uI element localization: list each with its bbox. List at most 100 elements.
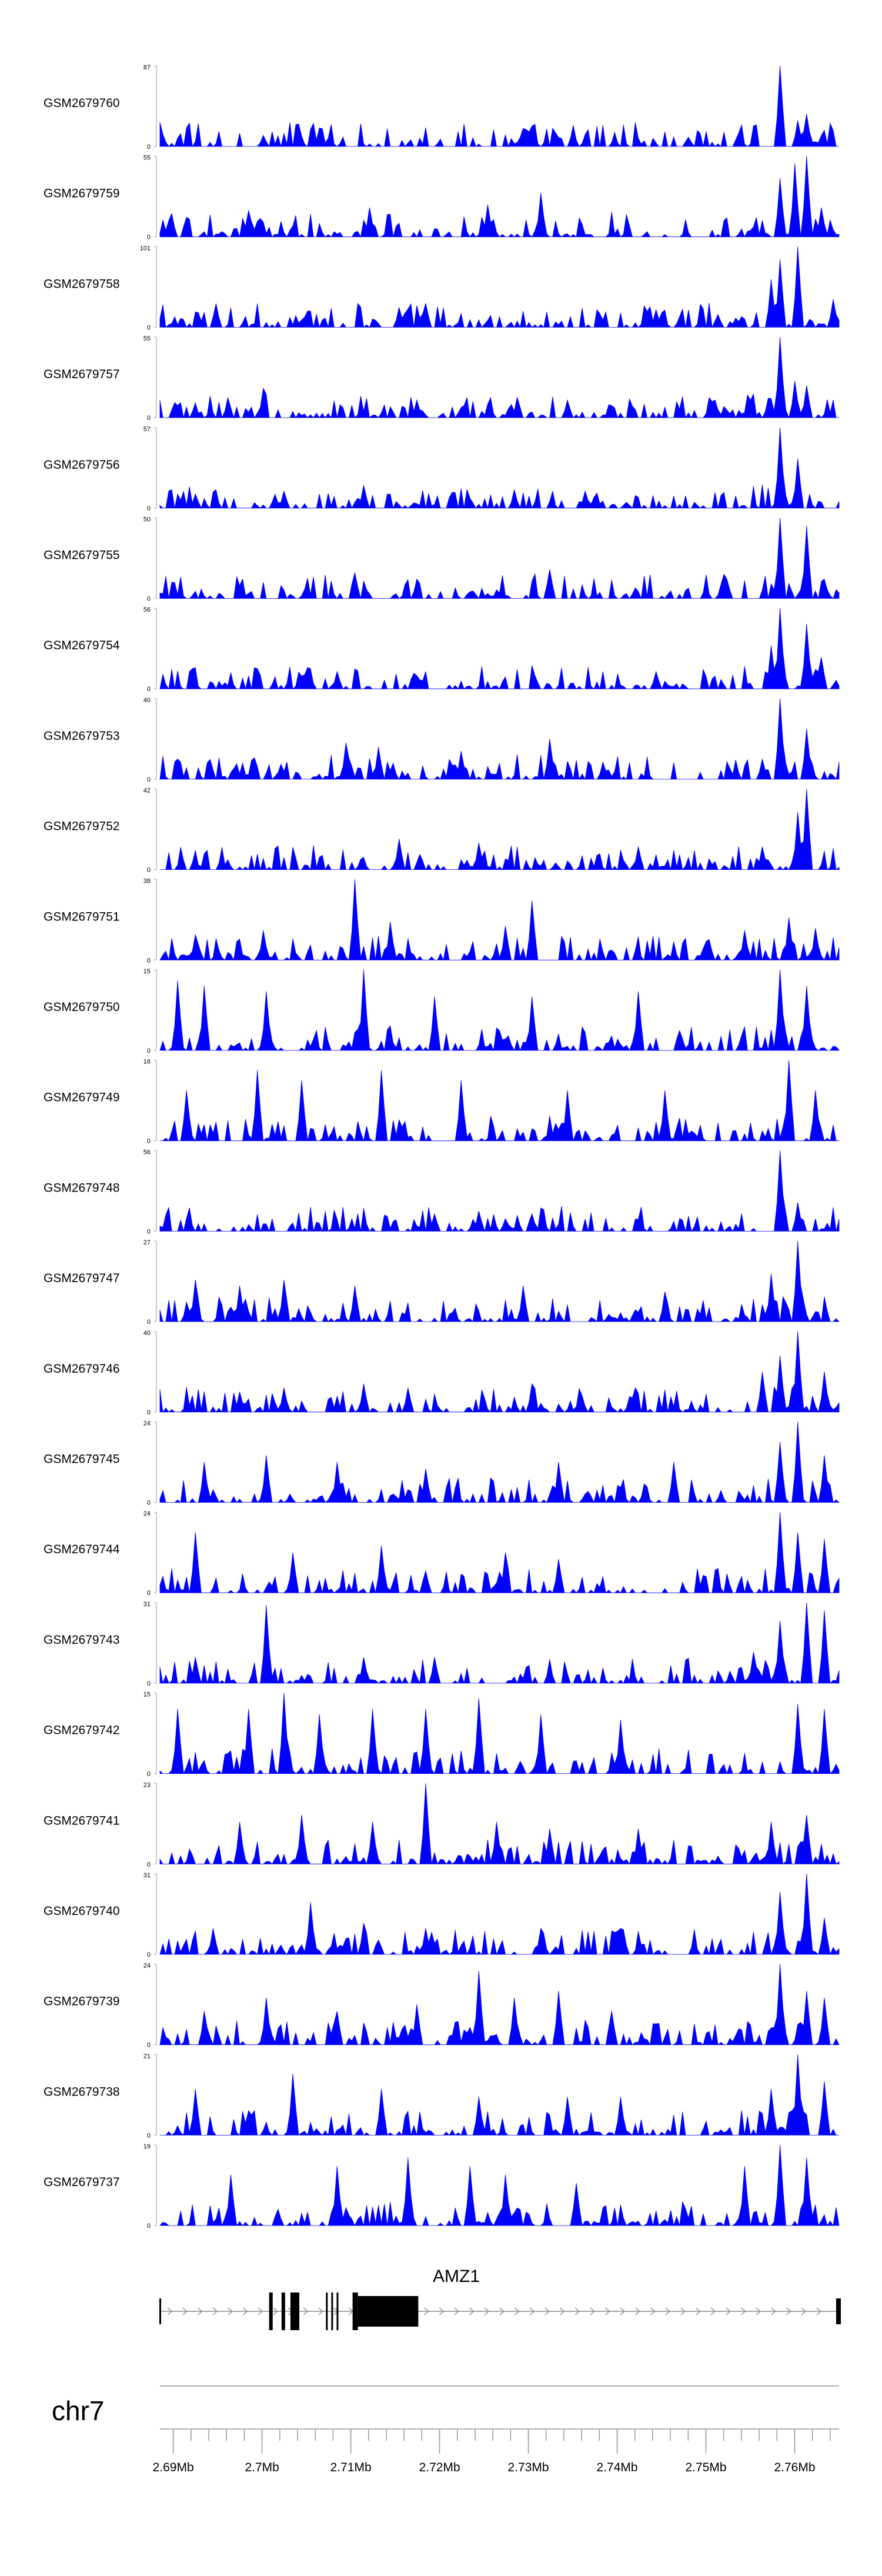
strand-arrow bbox=[514, 2307, 520, 2315]
gene-track: AMZ1 bbox=[159, 2267, 841, 2330]
track-label: GSM2679756 bbox=[44, 458, 120, 472]
strand-arrow bbox=[544, 2307, 550, 2315]
strand-arrow bbox=[499, 2307, 505, 2315]
strand-arrow bbox=[605, 2307, 610, 2315]
track-label: GSM2679749 bbox=[44, 1091, 120, 1105]
genome-axis: chr7 2.69Mb 2.7Mb 2.71Mb 2.72Mb 2.73Mb 2.74Mb 2… bbox=[52, 2385, 839, 2474]
tick-label: 2.74Mb bbox=[597, 2461, 638, 2474]
y-max-label: 57 bbox=[143, 426, 151, 433]
y-min-label: 0 bbox=[147, 1047, 151, 1055]
track: GSM2679738 21 0 bbox=[44, 2053, 839, 2139]
y-min-label: 0 bbox=[147, 686, 151, 693]
y-min-label: 0 bbox=[147, 1319, 151, 1326]
strand-arrow bbox=[590, 2307, 595, 2315]
strand-arrow bbox=[303, 2307, 309, 2315]
coverage-area bbox=[159, 156, 840, 238]
coverage-area bbox=[159, 1512, 840, 1594]
y-min-label: 0 bbox=[147, 324, 151, 331]
tick-label: 2.71Mb bbox=[330, 2461, 372, 2474]
y-max-label: 24 bbox=[143, 1510, 151, 1517]
strand-arrow bbox=[182, 2307, 188, 2315]
strand-arrow bbox=[741, 2307, 746, 2315]
y-max-label: 23 bbox=[143, 1781, 151, 1788]
coverage-area bbox=[159, 698, 840, 780]
y-min-label: 0 bbox=[147, 1500, 151, 1507]
y-min-label: 0 bbox=[147, 1861, 151, 1868]
track: GSM2679758 101 0 bbox=[44, 245, 840, 331]
y-min-label: 0 bbox=[147, 1228, 151, 1235]
exon bbox=[326, 2293, 328, 2330]
coverage-area bbox=[159, 518, 840, 600]
tick-label: 2.69Mb bbox=[153, 2461, 194, 2474]
y-min-label: 0 bbox=[147, 776, 151, 783]
track: GSM2679746 40 0 bbox=[44, 1330, 840, 1416]
coverage-area bbox=[159, 1693, 840, 1775]
strand-arrow bbox=[665, 2307, 671, 2315]
track: GSM2679743 31 0 bbox=[44, 1601, 840, 1687]
track-label: GSM2679742 bbox=[44, 1724, 120, 1737]
y-max-label: 31 bbox=[143, 1601, 151, 1608]
coverage-area bbox=[159, 427, 840, 509]
track: GSM2679756 57 0 bbox=[44, 426, 840, 512]
y-max-label: 15 bbox=[143, 1691, 151, 1699]
coverage-area bbox=[159, 1422, 840, 1503]
y-min-label: 0 bbox=[147, 596, 151, 603]
track: GSM2679742 15 0 bbox=[44, 1691, 840, 1778]
coverage-area bbox=[159, 1964, 840, 2046]
strand-arrow bbox=[696, 2307, 701, 2315]
track-label: GSM2679752 bbox=[44, 820, 120, 833]
strand-arrow bbox=[620, 2307, 626, 2315]
coverage-area bbox=[160, 2054, 839, 2136]
track: GSM2679755 50 0 bbox=[44, 516, 840, 603]
exon bbox=[281, 2293, 285, 2330]
exon bbox=[352, 2293, 358, 2330]
strand-arrow bbox=[424, 2307, 429, 2315]
coverage-area bbox=[159, 2145, 840, 2227]
track: GSM2679760 87 0 bbox=[44, 64, 839, 151]
exon bbox=[358, 2296, 419, 2327]
track: GSM2679753 40 0 bbox=[44, 697, 840, 783]
track: GSM2679741 23 0 bbox=[44, 1781, 840, 1868]
strand-arrow bbox=[560, 2307, 565, 2315]
coverage-area bbox=[159, 1150, 840, 1232]
y-min-label: 0 bbox=[147, 1680, 151, 1687]
gene-name: AMZ1 bbox=[433, 2267, 480, 2286]
track: GSM2679739 24 0 bbox=[44, 1963, 840, 2049]
track-label: GSM2679745 bbox=[44, 1453, 120, 1466]
coverage-area bbox=[159, 608, 840, 690]
y-min-label: 0 bbox=[147, 957, 151, 964]
y-min-label: 0 bbox=[147, 1138, 151, 1145]
strand-arrow bbox=[710, 2307, 716, 2315]
y-max-label: 101 bbox=[140, 245, 151, 252]
coverage-tracks: GSM2679760 87 0 GSM2679759 55 0 GSM2679758 101 0… bbox=[44, 64, 840, 2230]
y-max-label: 21 bbox=[143, 2053, 151, 2060]
exon bbox=[336, 2293, 339, 2330]
strand-arrow bbox=[756, 2307, 761, 2315]
y-min-label: 0 bbox=[147, 1590, 151, 1597]
track: GSM2679749 16 0 bbox=[44, 1059, 839, 1145]
track: GSM2679748 56 0 bbox=[44, 1149, 840, 1235]
track: GSM2679751 38 0 bbox=[44, 877, 840, 964]
tick-label: 2.76Mb bbox=[774, 2461, 815, 2474]
track-label: GSM2679757 bbox=[44, 368, 120, 381]
y-max-label: 40 bbox=[143, 1330, 151, 1337]
track-label: GSM2679747 bbox=[44, 1272, 120, 1285]
tick-label: 2.72Mb bbox=[419, 2461, 460, 2474]
y-max-label: 31 bbox=[143, 1872, 151, 1879]
track-label: GSM2679751 bbox=[44, 910, 120, 923]
strand-arrow bbox=[635, 2307, 640, 2315]
y-max-label: 24 bbox=[143, 1963, 151, 1970]
y-min-label: 0 bbox=[147, 415, 151, 422]
track-label: GSM2679740 bbox=[44, 1904, 120, 1918]
track: GSM2679752 42 0 bbox=[44, 788, 840, 874]
track: GSM2679740 31 0 bbox=[44, 1872, 840, 1958]
y-max-label: 19 bbox=[143, 2143, 151, 2150]
exon bbox=[290, 2293, 300, 2330]
track-label: GSM2679755 bbox=[44, 549, 120, 562]
track: GSM2679747 27 0 bbox=[44, 1239, 840, 1326]
track-label: GSM2679746 bbox=[44, 1362, 120, 1376]
y-max-label: 40 bbox=[143, 697, 151, 704]
coverage-area bbox=[159, 246, 840, 328]
y-max-label: 27 bbox=[143, 1239, 151, 1246]
